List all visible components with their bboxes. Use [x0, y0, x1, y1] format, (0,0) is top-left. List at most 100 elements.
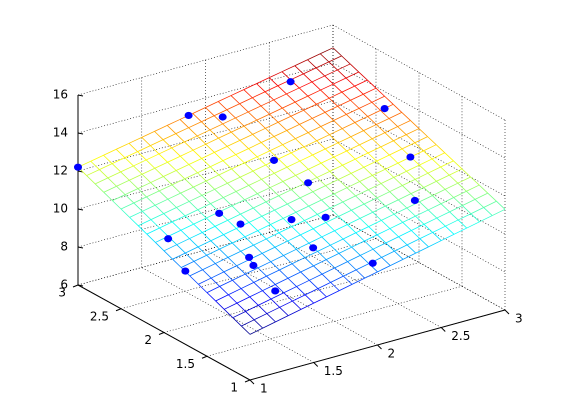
mesh-line — [159, 227, 169, 237]
scatter-point — [236, 220, 245, 228]
mesh-line — [320, 120, 334, 127]
mesh-line — [394, 250, 404, 260]
mesh-line — [329, 164, 343, 172]
mesh-line — [307, 95, 317, 105]
mesh-line — [330, 244, 340, 254]
mesh-line — [304, 294, 315, 304]
mesh-line — [287, 277, 297, 287]
mesh-line — [337, 106, 347, 115]
mesh-line — [428, 203, 442, 211]
mesh-line — [240, 244, 254, 252]
mesh-line — [432, 189, 446, 196]
mesh-line — [406, 244, 417, 254]
x-tick-label: 3 — [515, 312, 523, 326]
scatter-point — [410, 196, 419, 205]
mesh-line — [423, 223, 433, 233]
mesh-line — [444, 182, 459, 190]
mesh-line — [291, 263, 301, 273]
mesh-line — [210, 271, 225, 279]
mesh-line — [367, 146, 381, 154]
mesh-line — [402, 215, 416, 223]
scatter-point — [181, 267, 190, 275]
mesh-line — [209, 129, 219, 139]
mesh-line — [444, 189, 454, 198]
mesh-line — [441, 233, 455, 241]
mesh-line — [388, 112, 402, 119]
mesh-line — [213, 115, 223, 125]
mesh-line — [376, 154, 390, 162]
mesh-line — [227, 213, 241, 221]
mesh-line — [219, 248, 229, 258]
mesh-line — [313, 265, 323, 275]
mesh-line — [274, 172, 284, 182]
mesh-line — [245, 311, 255, 321]
mesh-line — [171, 141, 185, 149]
mesh-line — [427, 136, 437, 145]
mesh-line — [371, 95, 385, 103]
mesh-line — [86, 175, 96, 185]
mesh-line — [176, 244, 186, 254]
mesh-line — [368, 183, 382, 191]
mesh-line — [262, 290, 272, 300]
mesh-line — [342, 195, 356, 203]
mesh-line — [244, 273, 255, 283]
mesh-line — [274, 166, 288, 174]
mesh-line — [210, 240, 220, 250]
mesh-line — [295, 205, 309, 213]
x-tick — [313, 362, 319, 367]
mesh-line — [354, 79, 368, 87]
mesh-line — [245, 267, 259, 275]
mesh-line — [260, 142, 271, 152]
mesh-line — [338, 209, 352, 217]
grid-line — [77, 24, 334, 96]
mesh-line — [256, 156, 266, 166]
mesh-line — [197, 240, 212, 248]
mesh-line — [282, 174, 296, 182]
mesh-line — [236, 265, 246, 275]
mesh-line — [300, 271, 310, 281]
mesh-line — [141, 167, 155, 175]
mesh-line — [423, 150, 433, 160]
mesh-line — [236, 228, 246, 238]
mesh-line — [328, 55, 342, 63]
mesh-line — [303, 103, 317, 111]
mesh-line — [440, 203, 450, 213]
mesh-line — [338, 173, 352, 180]
mesh-line — [345, 71, 359, 79]
mesh-line — [402, 222, 412, 231]
mesh-line — [377, 265, 391, 273]
mesh-line — [137, 188, 147, 198]
mesh-line — [325, 148, 335, 158]
mesh-line — [175, 170, 186, 180]
mesh-line — [359, 218, 369, 227]
mesh-line — [231, 199, 245, 207]
mesh-line — [296, 286, 306, 296]
mesh-line — [368, 226, 378, 236]
mesh-line — [128, 143, 138, 152]
mesh-line — [311, 118, 322, 127]
mesh-line — [334, 230, 344, 240]
mesh-line — [419, 158, 433, 166]
mesh-line — [240, 207, 254, 215]
mesh-line — [448, 174, 459, 184]
mesh-line — [457, 182, 467, 192]
mesh-line — [279, 263, 293, 271]
mesh-line — [193, 217, 207, 225]
mesh-line — [141, 173, 151, 183]
mesh-line — [321, 199, 331, 209]
mesh-line — [325, 259, 336, 269]
mesh-line — [304, 257, 314, 267]
mesh-line — [226, 109, 236, 119]
mesh-line — [150, 219, 160, 229]
mesh-line — [202, 263, 216, 271]
mesh-line — [215, 300, 225, 310]
mesh-line — [470, 213, 480, 223]
mesh-line — [423, 217, 437, 225]
mesh-line — [124, 157, 134, 167]
mesh-line — [291, 220, 305, 227]
y-tick-label: 1.5 — [176, 357, 195, 371]
mesh-line — [346, 187, 356, 197]
mesh-line — [244, 162, 254, 172]
mesh-line — [138, 219, 152, 227]
mesh-line — [235, 191, 245, 201]
